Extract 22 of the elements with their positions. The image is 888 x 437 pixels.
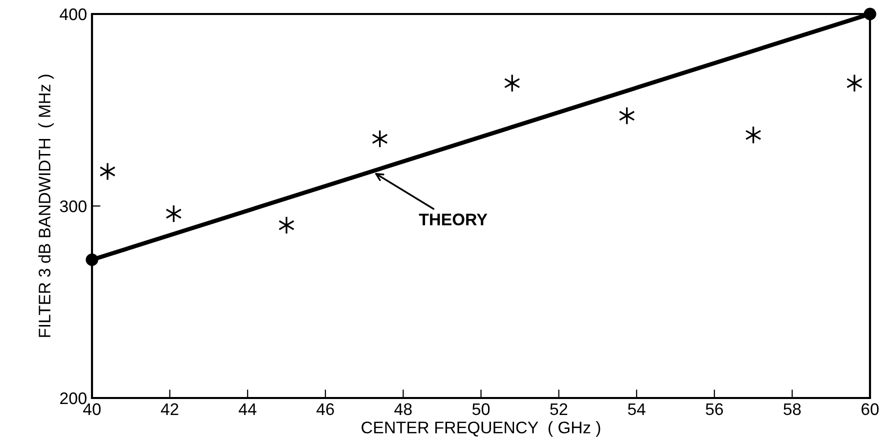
x-tick-label: 42	[160, 403, 178, 415]
point	[864, 8, 876, 20]
x-tick-label: 44	[238, 403, 256, 415]
point	[846, 74, 862, 92]
x-tick-label: 54	[628, 403, 646, 416]
x-axis-title: CENTER FREQUENCY ( GHz )	[362, 421, 600, 437]
y-tick-label: 200	[60, 392, 86, 404]
y-axis-title: FILTER 3 dB BANDWIDTH ( MHz )	[38, 74, 54, 337]
x-tick-label: 50	[472, 403, 490, 416]
point	[100, 162, 116, 181]
x-tick-label: 60	[862, 403, 879, 416]
x-tick-label: 52	[550, 403, 568, 416]
y-tick-label: 400	[60, 8, 86, 20]
x-tick-label: 48	[394, 403, 412, 416]
annotation: THEORY	[418, 214, 488, 226]
point	[86, 254, 98, 266]
x-tick-label: 58	[784, 403, 801, 416]
x-tick-label: 56	[706, 403, 723, 416]
x-tick-label: 40	[83, 403, 101, 416]
y-tick-label: 300	[60, 200, 86, 212]
x-tick-label: 46	[316, 403, 334, 416]
point	[278, 216, 295, 234]
